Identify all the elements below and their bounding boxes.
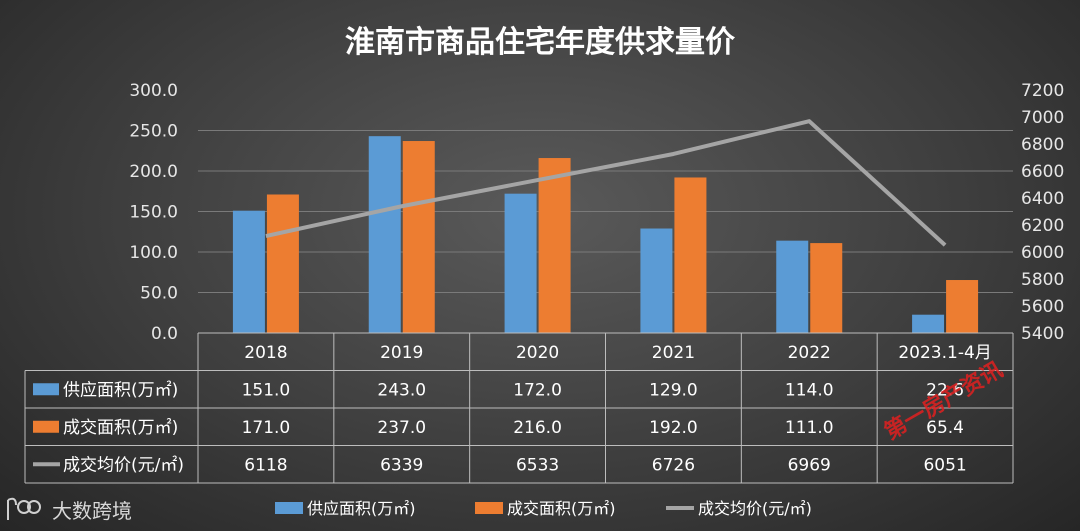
supply-bar: [232, 210, 265, 333]
supply-bar: [912, 314, 945, 333]
data-label: 151.0: [242, 380, 291, 400]
data-label: 243.0: [377, 380, 426, 400]
data-label: 6051: [923, 455, 966, 475]
legend: 供应面积(万㎡) 成交面积(万㎡) 成交均价(元/㎡): [275, 499, 812, 518]
category-label: 2023.1-4月: [898, 343, 991, 363]
data-label: 192.0: [649, 418, 698, 438]
category-label: 2021: [652, 343, 695, 363]
table-row-label: 供应面积(万㎡): [63, 380, 178, 400]
data-label: 6969: [788, 455, 831, 475]
deal-bar: [402, 141, 435, 333]
chart-title: 淮南市商品住宅年度供求量价: [345, 25, 735, 60]
left-tick-label: 200.0: [129, 162, 178, 182]
left-axis: 300.0 250.0 200.0 150.0 100.0 50.0 0.0: [129, 81, 178, 344]
data-label: 6533: [516, 455, 559, 475]
data-label: 171.0: [242, 418, 291, 438]
right-tick-label: 6800: [1021, 135, 1064, 155]
deal-bar: [810, 243, 843, 333]
right-tick-label: 5400: [1021, 324, 1064, 344]
data-label: 216.0: [513, 418, 562, 438]
data-label: 6118: [244, 455, 287, 475]
right-axis: 7200 7000 6800 6600 6400 6200 6000 5800 5600 5400: [1021, 81, 1064, 344]
price-line: [265, 119, 947, 247]
watermark-logo: 大数跨境: [7, 497, 132, 523]
left-tick-label: 150.0: [129, 203, 178, 223]
bars: [232, 136, 979, 333]
legend-swatch: [475, 502, 503, 514]
legend-label: 供应面积(万㎡): [307, 499, 416, 518]
supply-bar: [776, 240, 809, 333]
right-tick-label: 6200: [1021, 216, 1064, 236]
left-tick-label: 0.0: [151, 324, 178, 344]
right-tick-label: 6600: [1021, 162, 1064, 182]
deal-bar: [538, 158, 571, 333]
gridlines: [198, 130, 1013, 293]
category-label: 2019: [380, 343, 423, 363]
left-tick-label: 50.0: [140, 284, 178, 304]
left-tick-label: 100.0: [129, 243, 178, 263]
category-label: 2018: [244, 343, 287, 363]
data-label: 172.0: [513, 380, 562, 400]
right-tick-label: 6000: [1021, 243, 1064, 263]
right-tick-label: 7000: [1021, 108, 1064, 128]
right-tick-label: 6400: [1021, 189, 1064, 209]
data-label: 6339: [380, 455, 423, 475]
price-line-path: [265, 119, 947, 247]
right-tick-label: 5600: [1021, 297, 1064, 317]
deal-bar: [266, 194, 299, 333]
data-label: 129.0: [649, 380, 698, 400]
deal-bar: [674, 177, 707, 333]
left-tick-label: 300.0: [129, 81, 178, 101]
table-row-label: 成交均价(元/㎡): [63, 455, 184, 475]
data-label: 114.0: [785, 380, 834, 400]
table-row-label: 成交面积(万㎡): [63, 418, 178, 438]
data-label: 22.6: [926, 380, 964, 400]
legend-label: 成交均价(元/㎡): [698, 499, 812, 518]
data-label: 65.4: [926, 418, 964, 438]
supply-bar: [504, 193, 537, 333]
right-tick-label: 5800: [1021, 270, 1064, 290]
deal-bar: [946, 280, 979, 333]
legend-label: 成交面积(万㎡): [507, 499, 616, 518]
category-label: 2022: [788, 343, 831, 363]
data-label: 6726: [652, 455, 695, 475]
right-tick-label: 7200: [1021, 81, 1064, 101]
logo-icon: [7, 497, 41, 520]
left-tick-label: 250.0: [129, 122, 178, 142]
legend-swatch: [275, 502, 303, 514]
table-legend-swatch: [33, 420, 59, 433]
table-legend-swatch: [33, 383, 59, 396]
logo-text: 大数跨境: [52, 499, 132, 523]
data-label: 237.0: [377, 418, 426, 438]
supply-bar: [640, 228, 673, 333]
supply-bar: [368, 136, 401, 333]
data-label: 111.0: [785, 418, 834, 438]
category-label: 2020: [516, 343, 559, 363]
